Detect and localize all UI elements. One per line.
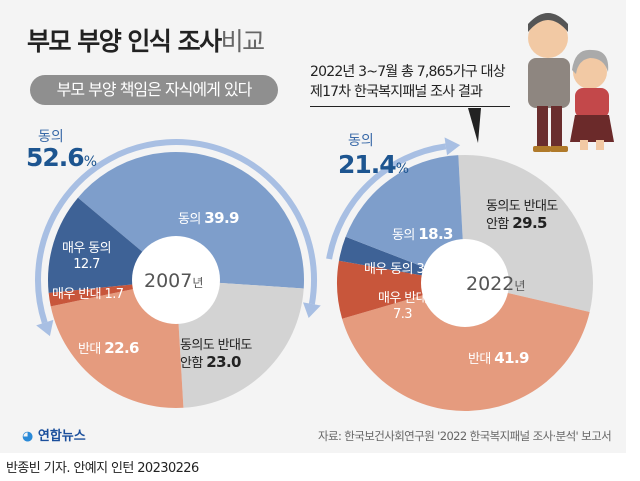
donut-hole [132,236,220,324]
arrowhead [36,319,54,337]
label-disagree-2022: 반대 41.9 [468,349,529,367]
arrowhead [444,137,461,156]
agree-arrows [35,137,461,337]
byline: 반종빈 기자. 안예지 인턴 20230226 [6,461,199,476]
label-agree-2007: 동의 39.9 [178,209,239,227]
slice-2022-1 [342,283,590,411]
note-divider [310,106,510,107]
agree-label-2022: 동의 [348,133,374,149]
label-strongly-disagree-2007: 매우 반대 1.7 [52,287,124,302]
donut-2022 [337,154,593,411]
donut-2007 [48,152,304,408]
agree-arrow-2007 [35,139,317,324]
label-strongly-agree-2007: 매우 동의 12.7 [62,241,112,272]
label-agree-2022: 동의 18.3 [392,225,453,243]
agree-total-2007: 52.6% [26,143,97,172]
label-strongly-agree-2022: 매우 동의 3.1 [364,262,436,277]
slice-2007-0 [77,152,304,289]
note-pointer [468,108,481,143]
yonhap-logo: ◕ 연합뉴스 [22,429,86,444]
label-neutral-2007: 동의도 반대도 안함 23.0 [180,338,252,371]
year-2022: 2022년 [466,273,526,295]
source-text: 자료: 한국보건사회연구원 '2022 한국복지패널 조사·분석' 보고서 [318,429,612,443]
label-neutral-2022: 동의도 반대도 안함 29.5 [486,199,558,232]
slice-2007-1 [176,280,304,408]
survey-note: 2022년 3~7월 총 7,865가구 대상 제17차 한국복지패널 조사 결과 [310,64,506,100]
year-2007: 2007년 [144,270,204,292]
slice-2022-2 [337,260,465,319]
label-disagree-2007: 반대 22.6 [78,339,139,357]
donut-hole [421,239,509,327]
elderly-couple-illustration [528,13,614,152]
label-strongly-disagree-2022: 매우 반대 7.3 [378,291,428,322]
survey-question-badge: 부모 부양 책임은 자식에게 있다 [30,75,278,105]
agree-arrow-2022 [326,143,447,260]
agree-label-2007: 동의 [38,129,64,145]
agree-total-2022: 21.4% [338,150,409,179]
arrowhead [303,302,321,319]
page-title: 부모 부양 인식 조사비교 [27,27,265,56]
